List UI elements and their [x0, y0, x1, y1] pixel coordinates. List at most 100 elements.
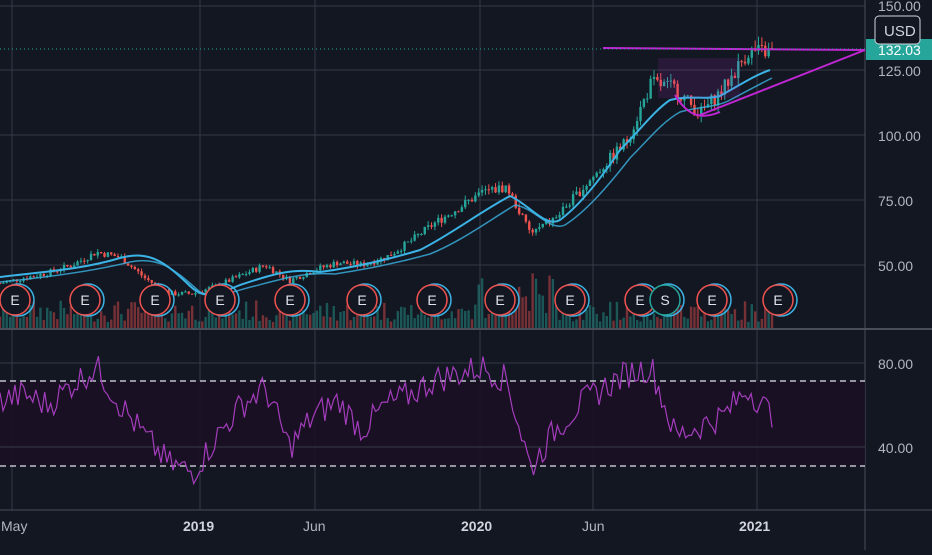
earnings-marker[interactable]: E — [69, 283, 105, 317]
volume-bar — [676, 307, 679, 328]
volume-bar — [25, 316, 29, 328]
volume-bar — [12, 311, 15, 328]
volume-bar — [275, 315, 278, 328]
volume-bar — [406, 314, 410, 328]
candle-body — [187, 291, 190, 294]
candle-body — [86, 260, 89, 262]
candle-body — [389, 255, 393, 257]
candle-body — [177, 294, 180, 296]
candle-body — [700, 106, 703, 117]
volume-bar — [106, 321, 110, 328]
volume-bar — [187, 310, 190, 328]
price-tick-150: 150.00 — [878, 0, 921, 14]
candle-body — [140, 271, 143, 276]
cup-pattern-arc[interactable] — [674, 94, 721, 117]
volume-bar — [437, 308, 440, 328]
candle-body — [622, 139, 625, 150]
candle-body — [760, 45, 764, 47]
volume-bar — [278, 302, 282, 328]
candle-body — [443, 216, 447, 223]
candle-body — [69, 266, 72, 268]
currency-button[interactable] — [874, 15, 921, 45]
candle-body — [602, 169, 605, 173]
volume-bar — [514, 308, 517, 328]
candle-body — [764, 45, 767, 57]
candle-body — [116, 256, 120, 258]
volume-bar — [241, 318, 244, 328]
candle-body — [410, 240, 413, 242]
support-trendline[interactable] — [699, 49, 866, 116]
volume-bar — [632, 310, 635, 328]
volume-bar — [558, 319, 561, 328]
volume-bar — [298, 314, 302, 328]
candle-body — [416, 234, 420, 236]
candle-body — [555, 217, 558, 219]
rsi-line[interactable] — [0, 356, 773, 486]
volume-bar — [302, 310, 305, 328]
candle-body — [244, 274, 248, 276]
earnings-marker[interactable]: E — [274, 283, 310, 317]
cup-pattern-zone[interactable] — [658, 58, 740, 98]
earnings-marker[interactable]: E — [139, 283, 175, 317]
volume-bar — [666, 309, 669, 328]
volume-bar — [214, 317, 217, 328]
candle-body — [184, 291, 187, 293]
volume-bar — [369, 316, 373, 328]
volume-bar — [79, 311, 83, 328]
earnings-marker[interactable]: E — [696, 283, 732, 317]
candle-body — [248, 272, 251, 275]
earnings-marker[interactable]: E — [554, 283, 590, 317]
volume-bar — [420, 301, 423, 328]
earnings-marker[interactable]: E — [204, 283, 240, 317]
volume-bar — [447, 318, 450, 328]
candle-body — [504, 185, 507, 193]
volume-bar — [629, 316, 632, 328]
candle-body — [511, 193, 514, 196]
volume-bar — [679, 305, 683, 328]
candle-body — [332, 261, 335, 268]
volume-bar — [605, 315, 609, 328]
candle-body — [565, 206, 568, 208]
earnings-marker[interactable]: E — [484, 283, 520, 317]
volume-bar — [585, 310, 588, 328]
earnings-marker[interactable]: E — [762, 283, 798, 317]
candle-body — [646, 98, 649, 100]
volume-bar — [750, 304, 753, 328]
volume-bar — [484, 318, 487, 328]
volume-bar — [528, 310, 531, 328]
candle-body — [2, 282, 5, 284]
volume-bar — [474, 304, 477, 328]
volume-bar — [541, 295, 544, 328]
candle-body — [406, 241, 410, 243]
volume-bar — [288, 320, 292, 328]
volume-bar — [480, 278, 484, 328]
volume-bar — [464, 310, 467, 328]
split-marker[interactable]: S — [649, 283, 685, 317]
volume-bar — [190, 305, 194, 328]
earnings-marker[interactable]: E — [0, 283, 35, 317]
candle-body — [747, 57, 750, 64]
candle-body — [153, 282, 157, 284]
moving-average-slow[interactable] — [0, 77, 773, 297]
volume-bar — [733, 309, 737, 328]
volume-bar — [319, 305, 322, 328]
volume-bar — [255, 300, 258, 328]
volume-bar — [349, 320, 352, 328]
earnings-marker[interactable]: E — [416, 283, 452, 317]
volume-bar — [234, 313, 238, 328]
candle-body — [517, 207, 521, 214]
volume-bar — [642, 306, 646, 328]
candle-body — [689, 95, 693, 105]
candle-body — [356, 261, 359, 266]
candle-body — [514, 195, 517, 208]
candle-body — [76, 261, 79, 266]
earnings-marker[interactable]: E — [346, 283, 382, 317]
volume-bar — [703, 301, 706, 328]
volume-bar — [683, 316, 686, 328]
resistance-trendline[interactable] — [602, 47, 866, 51]
volume-bar — [393, 319, 396, 328]
volume-bar — [110, 319, 113, 328]
